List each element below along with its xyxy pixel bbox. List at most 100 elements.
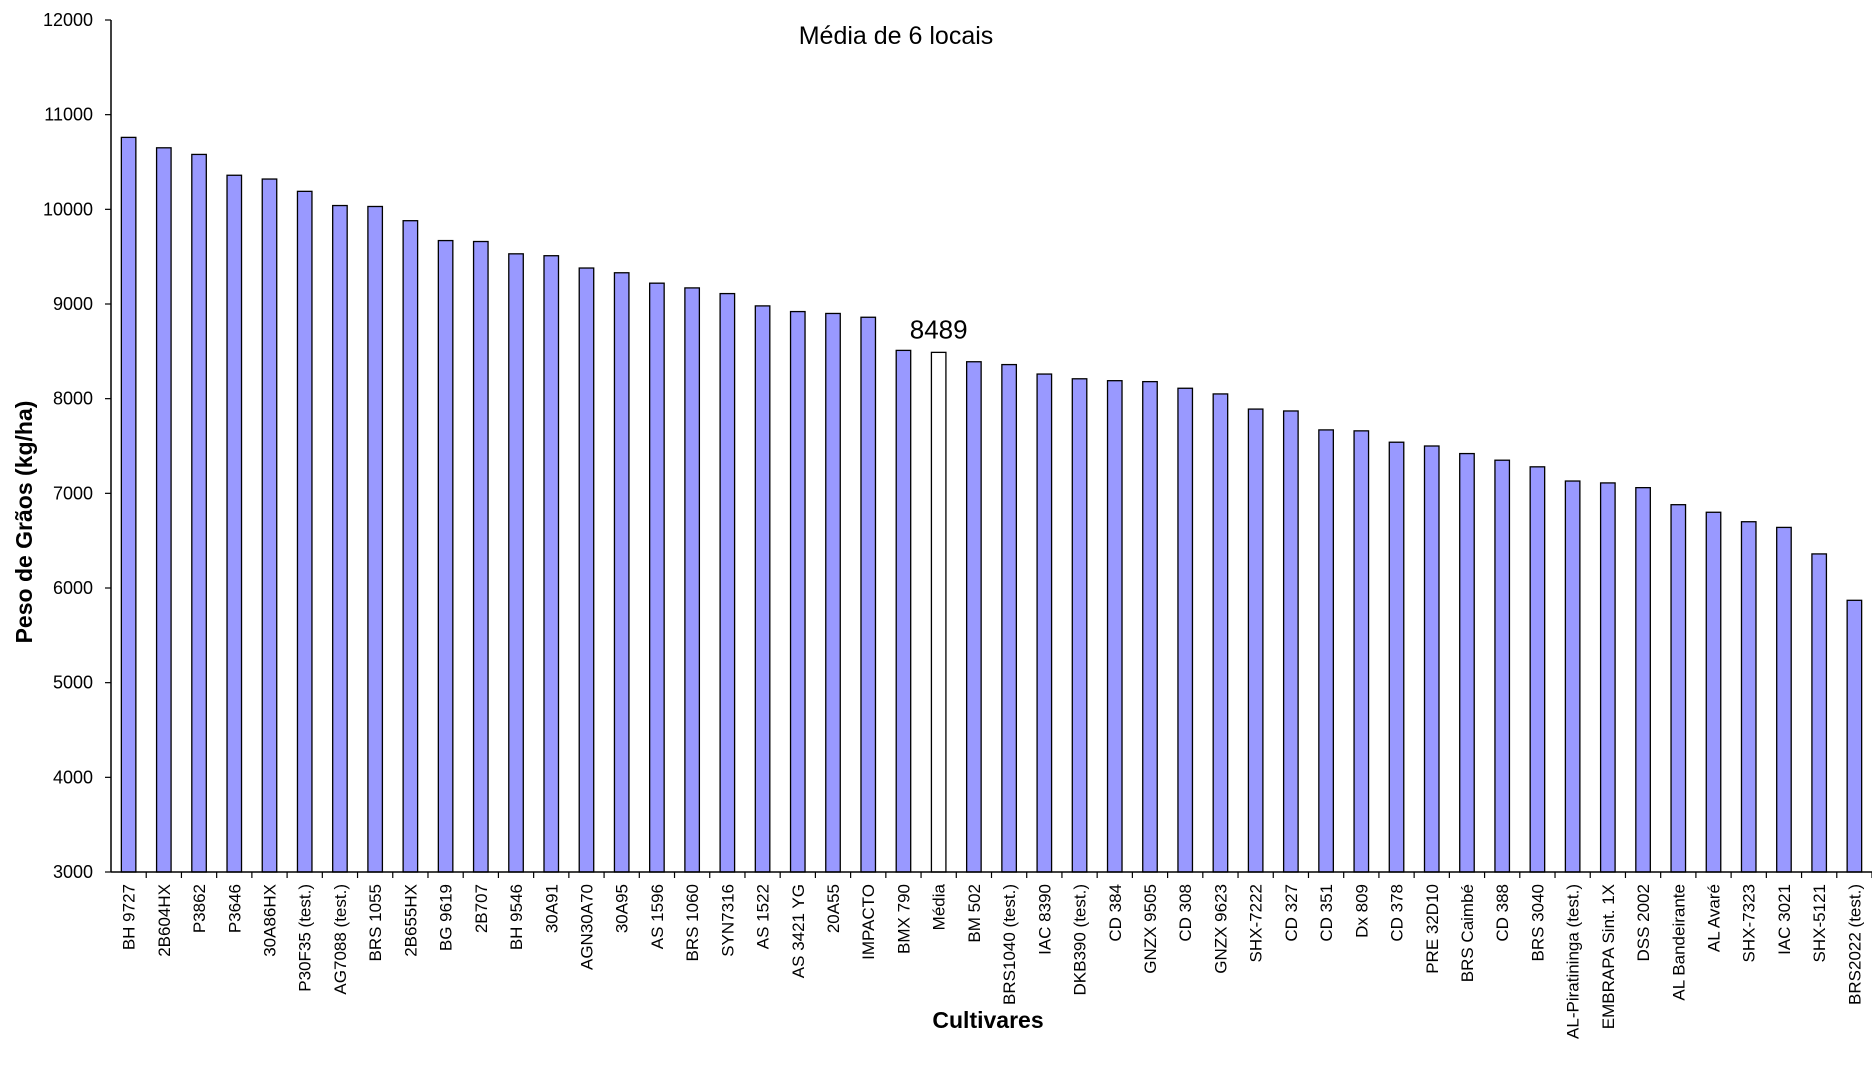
x-tick-label: AL Avaré — [1705, 884, 1724, 952]
x-tick-label: SYN7316 — [718, 884, 737, 957]
y-tick-label: 7000 — [53, 483, 93, 503]
x-tick-label: 30A91 — [542, 884, 561, 933]
x-tick-label: 30A95 — [613, 884, 632, 933]
x-tick-label: P3646 — [225, 884, 244, 933]
x-tick-label: CD 378 — [1388, 884, 1407, 942]
bar — [1777, 527, 1792, 872]
bar — [861, 317, 876, 872]
x-tick-label: BH 9727 — [120, 884, 139, 950]
bar — [1213, 394, 1228, 872]
x-tick-label: CD 308 — [1176, 884, 1195, 942]
bar — [1530, 467, 1545, 872]
bar — [1037, 374, 1052, 872]
bar — [967, 362, 982, 872]
bar — [650, 283, 665, 872]
bar — [1671, 505, 1686, 872]
x-tick-label: PRE 32D10 — [1423, 884, 1442, 974]
x-tick-label: 20A55 — [824, 884, 843, 933]
bar — [1495, 460, 1510, 872]
x-tick-label: 30A86HX — [260, 884, 279, 957]
bar — [579, 268, 594, 872]
bar — [544, 256, 559, 872]
x-tick-label: GNZX 9505 — [1141, 884, 1160, 974]
y-axis-ticks: 3000 4000 5000 6000 7000 8000 9000 10000 11000 12… — [43, 10, 111, 882]
y-axis-title: Peso de Grãos (kg/ha) — [11, 401, 37, 644]
y-tick-label: 4000 — [53, 767, 93, 787]
x-tick-label: BRS 1060 — [683, 884, 702, 962]
x-tick-label: 2B604HX — [155, 884, 174, 957]
bar — [1565, 481, 1580, 872]
bar — [720, 294, 735, 872]
bar — [1072, 379, 1087, 872]
y-tick-label: 11000 — [44, 105, 93, 125]
bar — [509, 254, 524, 872]
y-tick-label: 5000 — [53, 673, 93, 693]
x-tick-label: AS 3421 YG — [789, 884, 808, 978]
x-tick-label: AL Bandeirante — [1669, 884, 1688, 1001]
bar — [755, 306, 770, 872]
bar — [368, 206, 383, 872]
bar — [1636, 488, 1651, 872]
x-tick-label: P3862 — [190, 884, 209, 933]
x-tick-label: DSS 2002 — [1634, 884, 1653, 962]
y-tick-label: 12000 — [43, 10, 93, 30]
bar — [192, 154, 207, 872]
bar — [1847, 600, 1862, 872]
x-tick-label: AGN30A70 — [577, 884, 596, 970]
x-tick-label: BH 9546 — [507, 884, 526, 950]
bar — [614, 273, 629, 872]
x-tick-label: AL-Piratininga (test.) — [1564, 884, 1583, 1039]
bar — [1319, 430, 1334, 872]
bar — [1389, 442, 1404, 872]
bar — [685, 288, 700, 872]
bar — [1601, 483, 1616, 872]
bar — [227, 175, 242, 872]
y-tick-label: 9000 — [53, 294, 93, 314]
bar — [1284, 411, 1299, 872]
bar — [403, 221, 418, 872]
mean-value-label: 8489 — [910, 314, 968, 344]
x-tick-label: SHX-5121 — [1810, 884, 1829, 962]
bar — [1706, 512, 1721, 872]
x-tick-label: AG7088 (test.) — [331, 884, 350, 995]
x-tick-label: BRS 3040 — [1528, 884, 1547, 962]
bar-mean — [931, 352, 946, 872]
x-tick-label: Média — [930, 883, 949, 930]
bars — [121, 137, 1861, 872]
x-tick-label: CD 351 — [1317, 884, 1336, 942]
x-tick-label: IAC 8390 — [1035, 884, 1054, 955]
bar — [1460, 454, 1475, 872]
y-tick-label: 6000 — [53, 578, 93, 598]
x-tick-label: DKB390 (test.) — [1071, 884, 1090, 996]
x-tick-label: 2B655HX — [401, 884, 420, 957]
x-axis-title: Cultivares — [932, 1007, 1043, 1033]
x-tick-label: BG 9619 — [437, 884, 456, 951]
bar — [474, 242, 489, 872]
chart-title: Média de 6 locais — [799, 22, 994, 50]
x-tick-label: BRS Caimbé — [1458, 884, 1477, 982]
y-tick-label: 8000 — [53, 389, 93, 409]
x-tick-label: BRS1040 (test.) — [1000, 884, 1019, 1005]
x-tick-label: Dx 809 — [1352, 884, 1371, 938]
bar — [1741, 522, 1756, 872]
x-tick-label: AS 1596 — [648, 884, 667, 949]
bar — [1812, 554, 1827, 872]
y-tick-label: 3000 — [53, 862, 93, 882]
bar — [262, 179, 277, 872]
x-tick-label: CD 384 — [1106, 884, 1125, 942]
x-tick-label: BRS 1055 — [366, 884, 385, 962]
x-tick-label: AS 1522 — [754, 884, 773, 949]
x-tick-label: GNZX 9623 — [1211, 884, 1230, 974]
x-tick-label: BMX 790 — [894, 884, 913, 954]
x-tick-label: EMBRAPA Sint. 1X — [1599, 884, 1618, 1029]
bar — [438, 241, 453, 872]
bar — [1002, 365, 1017, 872]
x-tick-label: CD 388 — [1493, 884, 1512, 942]
bar — [1143, 382, 1158, 872]
bar — [297, 191, 312, 872]
bar — [333, 206, 348, 872]
x-tick-label: IMPACTO — [859, 884, 878, 960]
x-tick-label: SHX-7323 — [1740, 884, 1759, 962]
y-tick-label: 10000 — [43, 199, 93, 219]
